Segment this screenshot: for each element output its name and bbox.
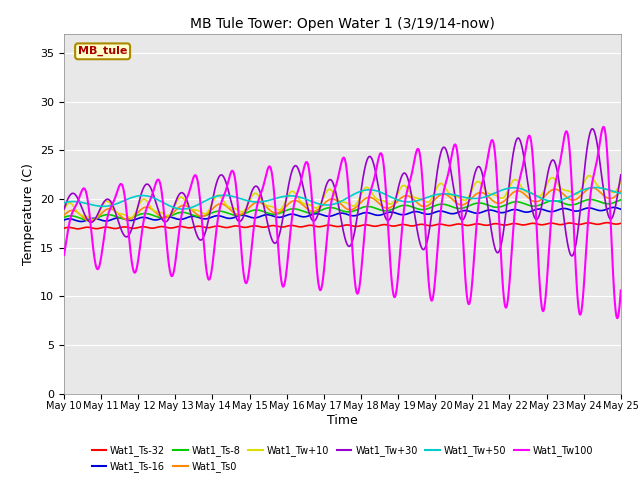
Text: MB_tule: MB_tule [78,46,127,57]
X-axis label: Time: Time [327,414,358,427]
Legend: Wat1_Ts-32, Wat1_Ts-16, Wat1_Ts-8, Wat1_Ts0, Wat1_Tw+10, Wat1_Tw+30, Wat1_Tw+50,: Wat1_Ts-32, Wat1_Ts-16, Wat1_Ts-8, Wat1_… [88,442,597,476]
Y-axis label: Temperature (C): Temperature (C) [22,163,35,264]
Title: MB Tule Tower: Open Water 1 (3/19/14-now): MB Tule Tower: Open Water 1 (3/19/14-now… [190,17,495,31]
